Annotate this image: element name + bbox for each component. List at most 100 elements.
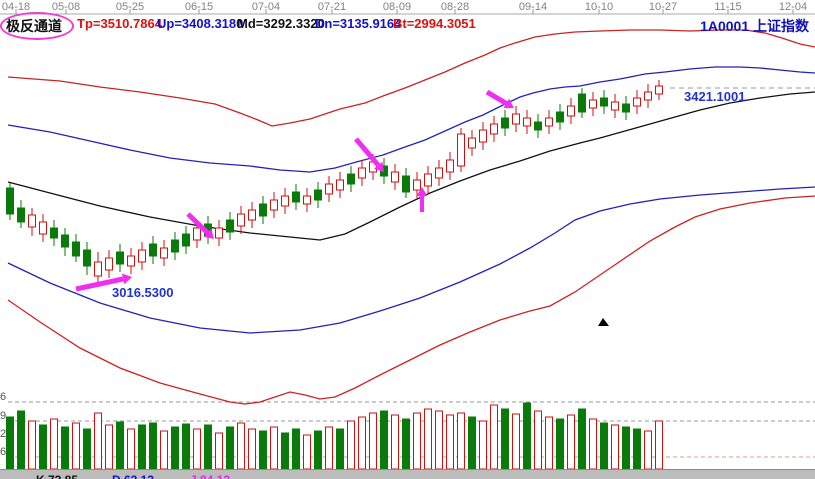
channel-line-dn: [7, 186, 815, 334]
candle-body: [644, 91, 652, 101]
volume-bar: [50, 418, 58, 470]
candle-body: [226, 219, 234, 233]
volume-bar: [193, 428, 201, 470]
date-label: 04-18: [1, 1, 31, 13]
volume-bar: [556, 418, 564, 470]
candle-body: [149, 243, 157, 257]
candle-body: [534, 121, 542, 131]
candle-body: [622, 103, 630, 113]
candle-body: [600, 97, 608, 107]
volume-bar: [248, 428, 256, 470]
volume-bar: [655, 420, 663, 470]
candle-body: [182, 233, 190, 247]
candle-body: [248, 209, 256, 221]
volume-bar: [622, 426, 630, 470]
volume-bar: [94, 412, 102, 470]
volume-bar: [523, 402, 531, 470]
candle-body: [567, 105, 575, 117]
channel-line-tp: [7, 29, 815, 127]
candle-body: [160, 247, 168, 259]
volume-scale-label: 6: [0, 446, 7, 458]
date-label: 06-15: [184, 1, 214, 13]
volume-bar: [215, 432, 223, 470]
signal-arrow-head: [122, 273, 132, 285]
candle-body: [259, 203, 267, 217]
candle-body: [424, 173, 432, 187]
volume-bar: [204, 424, 212, 470]
channel-line-up: [7, 66, 815, 173]
volume-bar: [600, 422, 608, 470]
candle-body: [171, 239, 179, 253]
price-annotation-high: 3421.1001: [684, 89, 746, 104]
candle-body: [435, 167, 443, 179]
signal-arrow-shaft: [75, 276, 124, 292]
volume-bar: [83, 428, 91, 470]
volume-bar: [72, 422, 80, 470]
candle-body: [39, 221, 47, 235]
indicator-value: Dn=3135.9164: [315, 16, 402, 31]
candle-body: [611, 101, 619, 111]
volume-bar: [138, 424, 146, 470]
volume-bar: [479, 420, 487, 470]
signal-arrow-head: [373, 161, 384, 172]
volume-bar: [281, 432, 289, 470]
candle-body: [413, 179, 421, 191]
symbol-label[interactable]: 1A0001 上证指数: [700, 18, 809, 34]
candle-body: [457, 133, 465, 167]
indicator-value: Bt=2994.3051: [393, 16, 476, 31]
volume-bar: [116, 421, 124, 470]
volume-bar: [380, 410, 388, 470]
candle-body: [50, 227, 58, 239]
candle-body: [358, 167, 366, 179]
indicator-header: 极反通道 Tp=3510.7864 Up=3408.3180 Md=3292.332…: [0, 12, 815, 40]
candle-body: [292, 191, 300, 203]
candle-body: [556, 111, 564, 123]
volume-bar: [589, 418, 597, 470]
volume-bar: [347, 420, 355, 470]
volume-bar: [28, 420, 36, 470]
volume-bar: [424, 408, 432, 470]
candle-body: [303, 195, 311, 205]
volume-bar: [105, 424, 113, 470]
signal-arrow-head: [416, 187, 428, 196]
signal-arrow-shaft: [186, 212, 210, 235]
signal-arrow-head: [503, 98, 514, 109]
date-label: 08-09: [382, 1, 412, 13]
volume-scale-label: 2: [0, 428, 7, 440]
volume-bar: [391, 414, 399, 470]
volume-bar: [127, 428, 135, 470]
volume-bar: [259, 430, 267, 470]
date-label: 07-21: [317, 1, 347, 13]
volume-bar: [17, 410, 25, 470]
volume-bar: [171, 426, 179, 470]
date-label: 10-27: [648, 1, 678, 13]
channel-line-bt: [7, 195, 815, 405]
volume-bar: [39, 424, 47, 470]
candle-body: [589, 99, 597, 109]
candle-body: [578, 93, 586, 113]
candle-body: [545, 117, 553, 127]
volume-bar: [545, 416, 553, 470]
candle-body: [281, 195, 289, 207]
volume-scale-label: 6: [0, 391, 7, 403]
volume-bar: [446, 414, 454, 470]
candle-body: [380, 165, 388, 177]
volume-bar: [61, 426, 69, 470]
indicator-value: Tp=3510.7864: [77, 16, 162, 31]
candle-body: [138, 249, 146, 263]
candle-body: [325, 183, 333, 195]
candle-body: [336, 179, 344, 191]
volume-bar: [6, 416, 14, 470]
volume-bar: [160, 430, 168, 470]
volume-bar: [512, 413, 520, 470]
volume-bar: [534, 410, 542, 470]
volume-bar: [237, 422, 245, 470]
price-annotation-low: 3016.5300: [112, 285, 174, 300]
volume-bar: [578, 408, 586, 470]
candle-body: [512, 113, 520, 125]
candle-body: [490, 123, 498, 135]
indicator-value: Md=3292.3320: [237, 16, 325, 31]
signal-arrow-shaft: [485, 89, 508, 106]
